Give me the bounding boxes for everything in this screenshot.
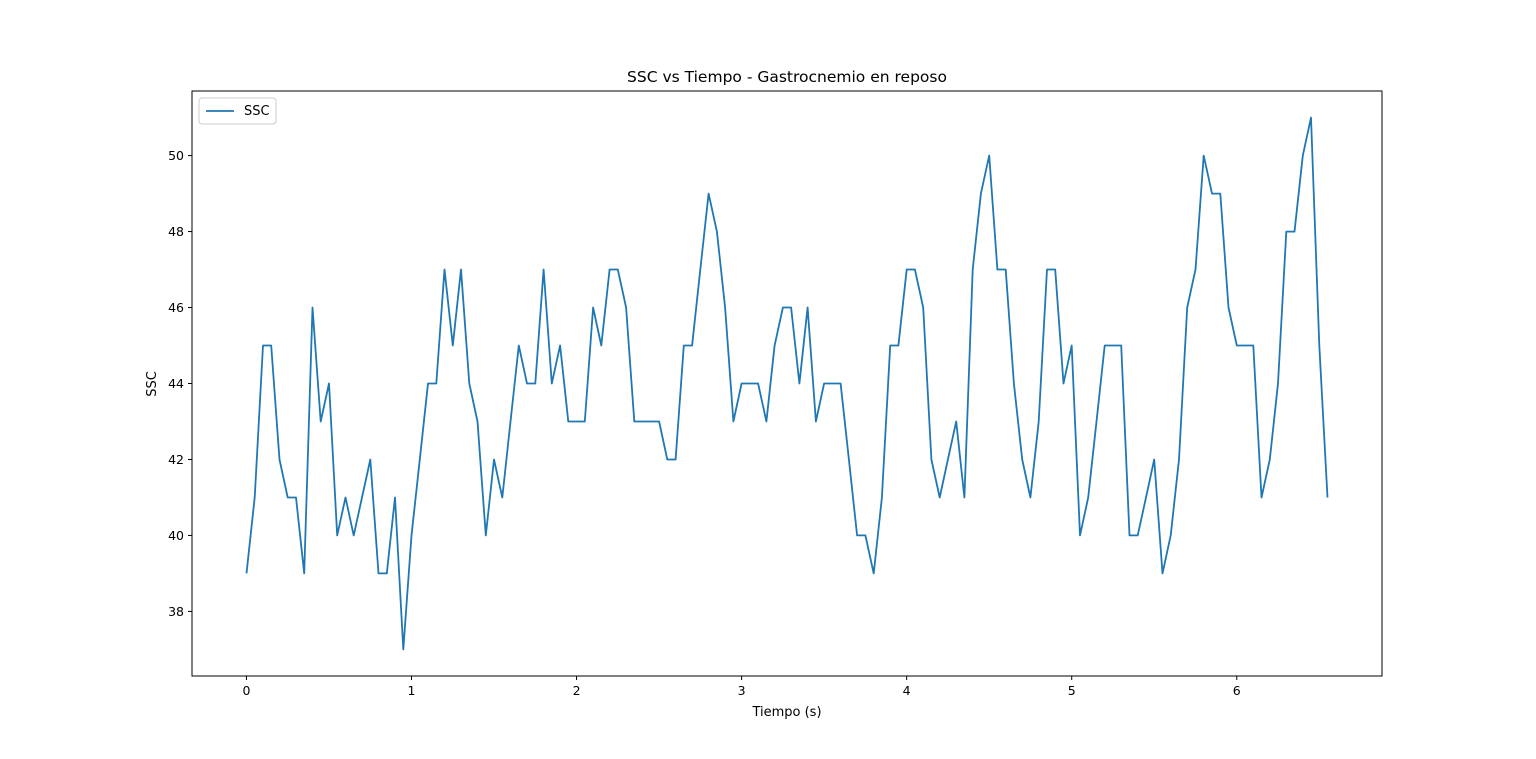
x-tick-label: 6 [1233,683,1241,698]
y-tick-label: 40 [168,528,184,543]
y-tick-label: 48 [168,224,184,239]
legend: SSC [198,97,277,125]
legend-entry-ssc: SSC [244,104,270,119]
series-line-ssc [245,116,1329,651]
x-tick-label: 0 [242,683,250,698]
y-axis-ticks: 38 40 42 44 46 48 50 [168,148,192,619]
x-tick-label: 3 [738,683,746,698]
plot-layer [245,116,1329,651]
y-tick-label: 44 [168,376,184,391]
legend-box [198,97,277,125]
x-tick-label: 5 [1068,683,1076,698]
x-tick-label: 2 [573,683,581,698]
plot-area [192,91,1382,676]
y-tick-label: 50 [168,148,184,163]
x-axis-ticks: 0 1 2 3 4 5 6 [242,676,1241,698]
x-tick-label: 4 [903,683,911,698]
chart-title: SSC vs Tiempo - Gastrocnemio en reposo [627,68,947,86]
y-tick-label: 42 [168,452,184,467]
x-axis-label: Tiempo (s) [751,705,821,720]
y-tick-label: 46 [168,300,184,315]
y-tick-label: 38 [168,604,184,619]
x-tick-label: 1 [408,683,416,698]
y-axis-label: SSC [145,371,160,397]
